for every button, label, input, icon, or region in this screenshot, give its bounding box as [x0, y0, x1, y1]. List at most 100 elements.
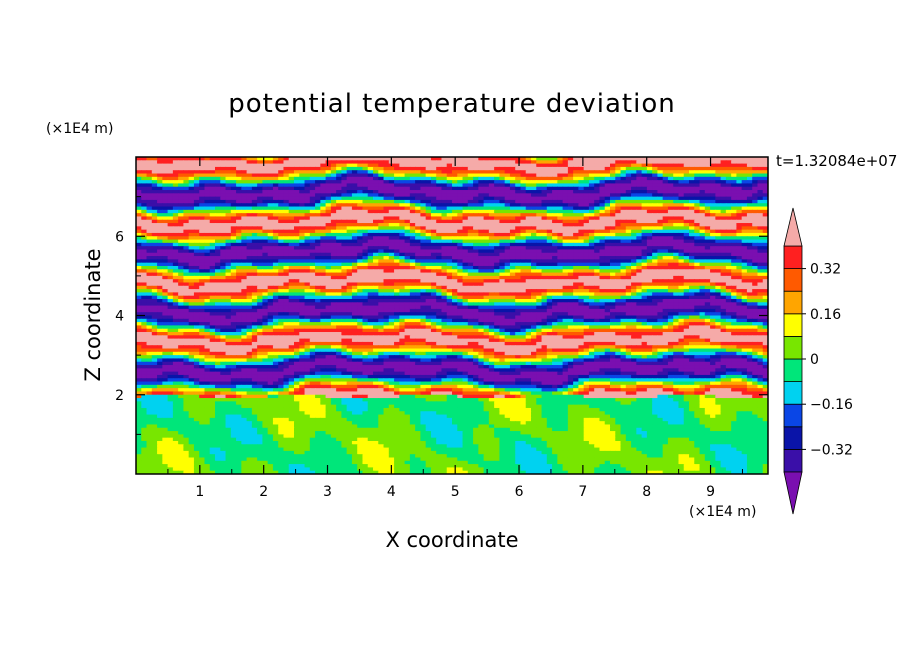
field-cell	[388, 180, 395, 185]
field-cell	[251, 259, 258, 264]
field-cell	[531, 180, 537, 185]
field-cell	[325, 180, 332, 185]
field-cell	[478, 232, 485, 237]
field-cell	[620, 219, 627, 224]
field-cell	[689, 249, 695, 254]
field-cell	[272, 196, 279, 201]
field-cell	[736, 252, 743, 257]
field-cell	[362, 226, 369, 231]
field-cell	[351, 226, 358, 231]
field-cell	[673, 183, 680, 188]
field-cell	[488, 256, 495, 260]
field-cell	[278, 269, 285, 274]
field-cell	[199, 219, 206, 224]
field-cell	[699, 183, 706, 188]
field-cell	[536, 239, 543, 244]
field-cell	[178, 173, 184, 178]
field-cell	[488, 166, 495, 171]
field-cell	[646, 183, 653, 188]
field-cell	[667, 173, 674, 178]
field-cell	[151, 203, 158, 208]
field-cell	[436, 186, 443, 191]
field-cell	[162, 199, 169, 204]
field-cell	[667, 242, 674, 247]
field-cell	[715, 209, 722, 214]
field-cell	[594, 160, 601, 165]
field-cell	[457, 229, 464, 234]
field-cell	[246, 209, 253, 214]
field-cell	[588, 193, 595, 198]
field-cell	[230, 216, 237, 221]
field-cell	[272, 203, 279, 208]
field-cell	[452, 252, 458, 257]
field-cell	[525, 249, 532, 254]
field-cell	[462, 206, 469, 211]
field-cell	[478, 275, 485, 280]
field-cell	[394, 213, 400, 218]
field-cell	[552, 190, 558, 194]
field-cell	[662, 209, 669, 214]
field-cell	[183, 262, 190, 267]
field-cell	[204, 196, 211, 201]
field-cell	[220, 262, 227, 267]
field-cell	[309, 259, 316, 264]
field-cell	[378, 163, 385, 168]
field-cell	[262, 256, 269, 260]
field-cell	[272, 190, 279, 194]
field-cell	[541, 166, 548, 171]
field-cell	[330, 183, 337, 188]
field-cell	[146, 206, 153, 211]
field-cell	[452, 229, 458, 234]
field-cell	[704, 160, 711, 165]
field-cell	[373, 269, 379, 274]
field-cell	[631, 259, 637, 264]
field-cell	[578, 173, 585, 178]
field-cell	[278, 163, 285, 168]
field-cell	[220, 209, 227, 214]
field-cell	[620, 216, 627, 221]
field-cell	[699, 219, 706, 224]
field-cell	[241, 275, 248, 280]
field-cell	[610, 249, 616, 254]
field-cell	[267, 176, 274, 181]
field-cell	[183, 269, 190, 274]
field-cell	[236, 256, 242, 260]
field-cell	[594, 206, 601, 211]
field-cell	[436, 206, 443, 211]
field-cell	[741, 272, 748, 277]
field-cell	[473, 199, 479, 204]
field-cell	[288, 272, 295, 277]
field-cell	[373, 262, 379, 267]
field-cell	[578, 203, 585, 208]
field-cell	[641, 170, 648, 175]
field-cell	[620, 176, 627, 181]
field-cell	[683, 246, 690, 251]
field-cell	[151, 259, 158, 264]
field-cell	[188, 252, 195, 257]
field-cell	[725, 166, 732, 171]
field-cell	[167, 275, 174, 280]
field-cell	[357, 206, 364, 211]
field-cell	[267, 229, 274, 234]
field-cell	[604, 246, 611, 251]
field-cell	[215, 180, 221, 185]
field-cell	[151, 193, 158, 198]
field-cell	[320, 232, 327, 237]
field-cell	[504, 206, 511, 211]
field-cell	[610, 176, 616, 181]
field-cell	[531, 196, 537, 201]
field-cell	[583, 269, 590, 274]
field-cell	[383, 190, 390, 194]
field-cell	[710, 180, 716, 185]
field-cell	[357, 223, 364, 227]
field-cell	[631, 209, 637, 214]
field-cell	[346, 213, 353, 218]
field-cell	[193, 160, 200, 165]
field-cell	[209, 180, 216, 185]
field-cell	[594, 236, 601, 241]
field-cell	[604, 160, 611, 165]
field-cell	[220, 216, 227, 221]
field-cell	[346, 223, 353, 227]
field-cell	[225, 242, 232, 247]
field-cell	[515, 193, 522, 198]
